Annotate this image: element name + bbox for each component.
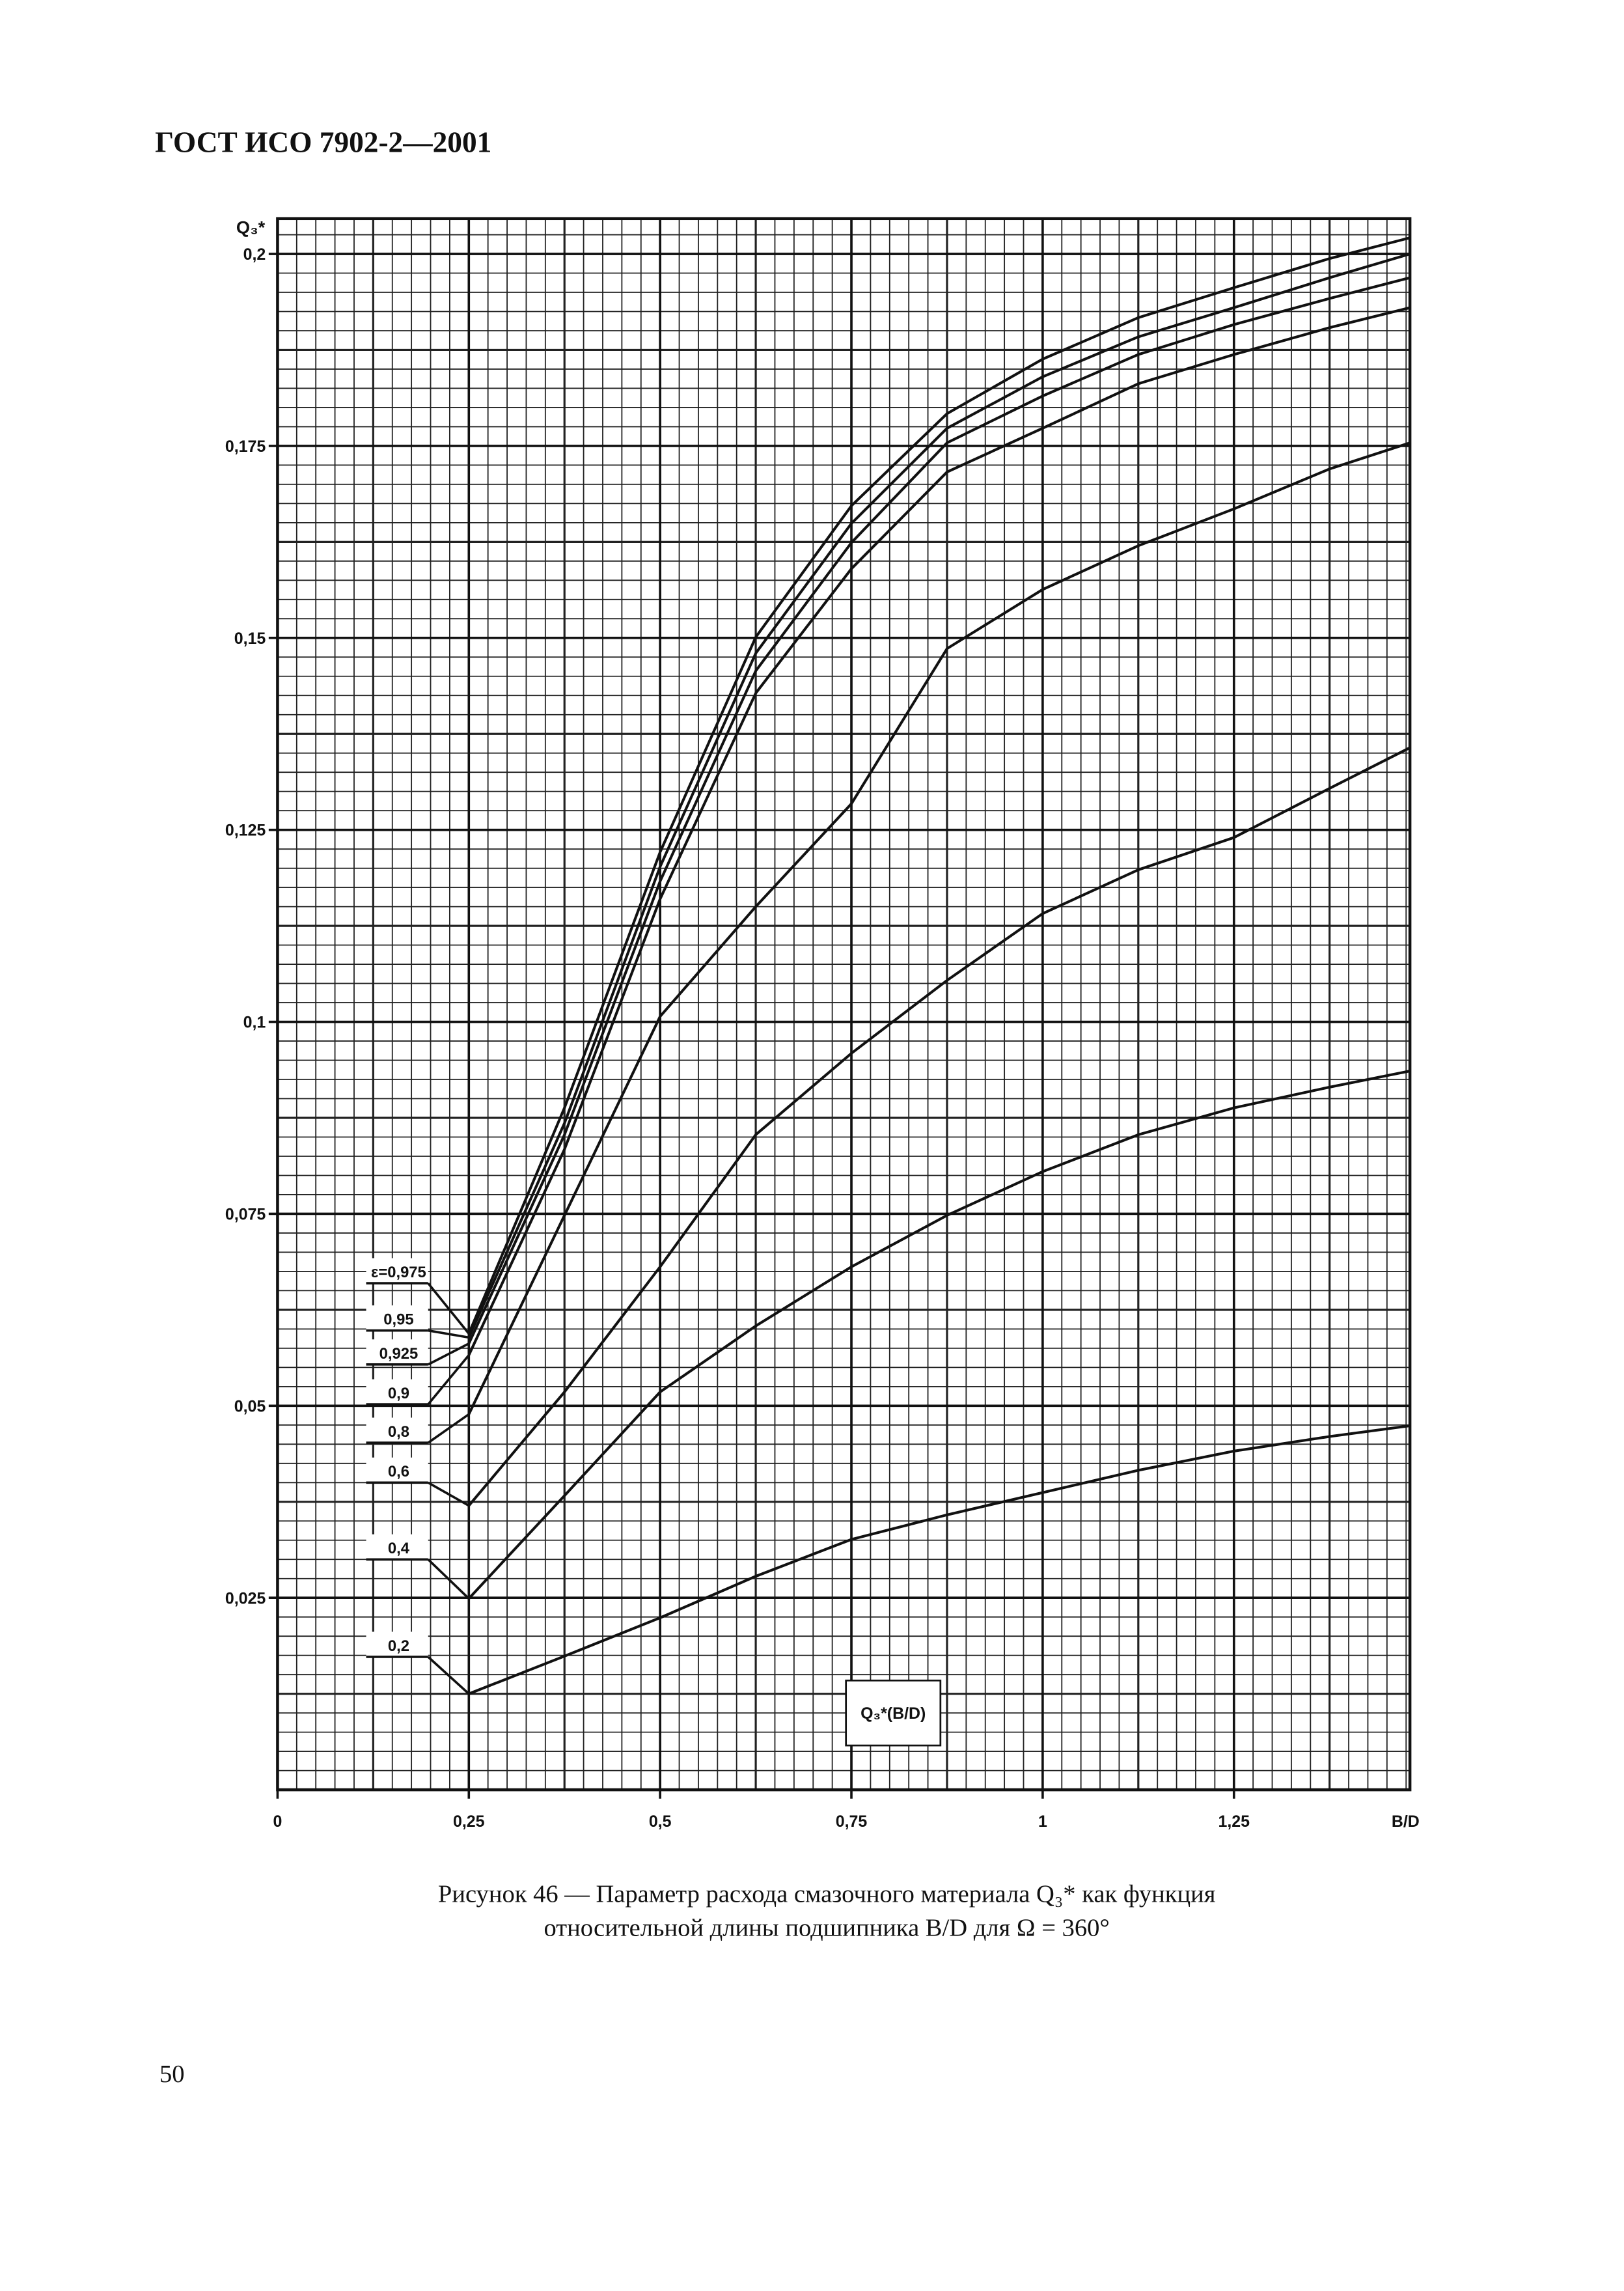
legend-label: 0,2 [388, 1637, 409, 1655]
legend-label: 0,8 [388, 1423, 409, 1441]
y-tick-label: 0,05 [234, 1397, 266, 1415]
legend-label: 0,95 [383, 1311, 413, 1329]
y-tick-label: 0,025 [225, 1589, 266, 1607]
y-axis-label: Q₃* [236, 217, 266, 237]
legend-label: 0,9 [388, 1385, 409, 1402]
legend-bg [366, 1534, 428, 1560]
legend-label: ε=0,975 [371, 1264, 426, 1281]
legend-label: 0,925 [379, 1345, 419, 1363]
inset-label: Q₃*(B/D) [860, 1704, 926, 1723]
legend-leader [427, 1481, 470, 1507]
curve [467, 306, 1411, 1356]
legend-leader [427, 1413, 470, 1444]
legend-leader [427, 1342, 470, 1366]
x-tick-label: 0,5 [649, 1812, 672, 1831]
y-tick-label: 0,15 [234, 630, 266, 648]
legend-label: 0,4 [388, 1540, 410, 1557]
curve [467, 253, 1411, 1339]
curve [468, 1424, 1411, 1695]
legend-leader [427, 1354, 470, 1406]
caption-line: относительной длины подшипника B/D для Ω… [544, 1915, 1110, 1942]
x-tick-label: 0,25 [453, 1812, 485, 1831]
legend-label: 0,6 [388, 1463, 409, 1480]
x-tick-label: 1 [1038, 1812, 1047, 1831]
curve [467, 746, 1411, 1507]
legend-bg [366, 1379, 428, 1405]
caption-line: Рисунок 46 — Параметр расхода смазочного… [438, 1880, 1216, 1908]
x-axis-label: B/D [1392, 1812, 1420, 1831]
plot-frame [276, 217, 1412, 1792]
y-tick-label: 0,2 [243, 245, 266, 264]
y-tick-label: 0,125 [225, 822, 266, 840]
y-tick-label: 0,1 [243, 1014, 266, 1032]
y-tick-label: 0,175 [225, 437, 266, 456]
curve [467, 1070, 1411, 1600]
legend-bg [366, 1417, 428, 1443]
legend-bg [366, 1339, 428, 1365]
legend-bg [366, 1305, 428, 1331]
legend-bg [366, 1457, 428, 1483]
legend-leader [427, 1282, 470, 1335]
legend-bg [366, 1258, 428, 1284]
x-tick-label: 1,25 [1218, 1812, 1250, 1831]
x-tick-label: 0 [273, 1812, 282, 1831]
legend-leader [427, 1558, 470, 1600]
curve [467, 276, 1411, 1344]
inset-box [845, 1679, 942, 1747]
legend-leader [427, 1656, 470, 1695]
curve [467, 441, 1411, 1415]
page-number: 50 [159, 2061, 185, 2088]
legend-bg [366, 1631, 428, 1657]
curve [467, 236, 1411, 1335]
header: ГОСТ ИСО 7902-2—2001 [155, 126, 491, 159]
y-tick-label: 0,075 [225, 1206, 266, 1224]
x-tick-label: 0,75 [836, 1812, 868, 1831]
legend-leader [428, 1329, 469, 1339]
